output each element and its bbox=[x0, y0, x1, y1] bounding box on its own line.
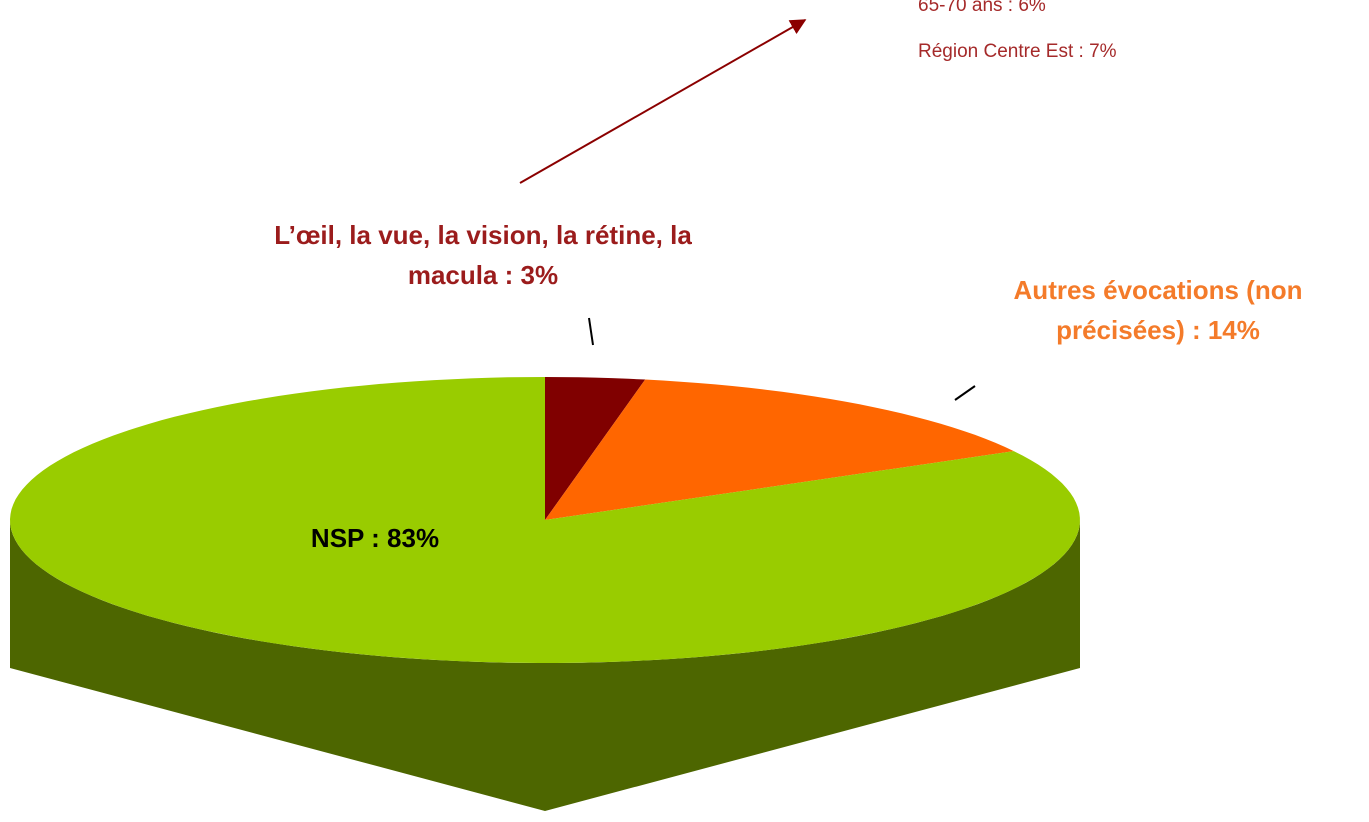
slice-label: NSP : 83% bbox=[310, 523, 440, 553]
arrow bbox=[519, 19, 807, 184]
pie bbox=[10, 377, 1080, 811]
annotation: 65-70 ans : 6% bbox=[918, 0, 1046, 16]
leader-line bbox=[588, 317, 594, 346]
slice-side bbox=[10, 520, 1080, 811]
slice bbox=[545, 379, 1014, 520]
leader-line bbox=[954, 385, 976, 401]
annotation: Région Centre Est : 7% bbox=[918, 41, 1117, 62]
slice bbox=[10, 377, 1080, 663]
slice-label: L’œil, la vue, la vision, la rétine, la … bbox=[274, 220, 692, 290]
slice-label: Autres évocations (non précisées) : 14% bbox=[1013, 275, 1303, 345]
slice bbox=[545, 377, 646, 520]
